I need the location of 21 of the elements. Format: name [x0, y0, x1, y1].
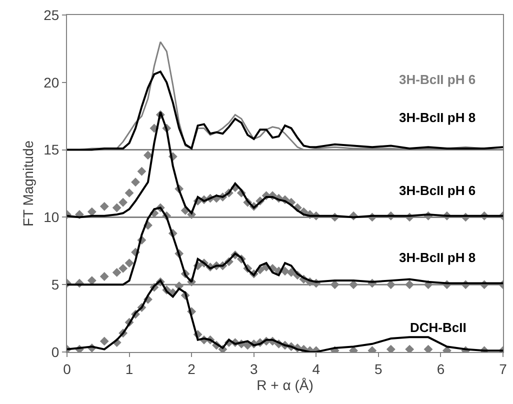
- annotation: 3H-BcII pH 6: [399, 183, 476, 198]
- annotation: 3H-BcII pH 8: [399, 250, 476, 265]
- x-tick-label: 0: [63, 360, 72, 377]
- x-tick-label: 7: [499, 360, 508, 377]
- annotation: 3H-BcII pH 6: [399, 72, 476, 87]
- y-tick-label: 15: [44, 142, 60, 158]
- x-tick-label: 1: [125, 360, 134, 377]
- y-tick-label: 0: [51, 344, 60, 360]
- x-tick-label: 2: [188, 360, 196, 377]
- annotation: DCH-BcII: [410, 320, 466, 335]
- y-tick-label: 25: [44, 6, 60, 23]
- y-axis-title: FT Magnitude: [20, 140, 36, 227]
- x-tick-label: 3: [250, 360, 258, 377]
- y-tick-label: 10: [44, 209, 60, 226]
- x-tick-label: 5: [374, 360, 383, 377]
- x-tick-label: 6: [436, 360, 445, 377]
- x-tick-label: 4: [312, 360, 320, 377]
- x-axis-title: R + α (Å): [256, 377, 314, 394]
- y-tick-label: 20: [44, 74, 60, 90]
- y-tick-label: 5: [51, 276, 60, 292]
- annotation: 3H-BcII pH 8: [399, 110, 476, 125]
